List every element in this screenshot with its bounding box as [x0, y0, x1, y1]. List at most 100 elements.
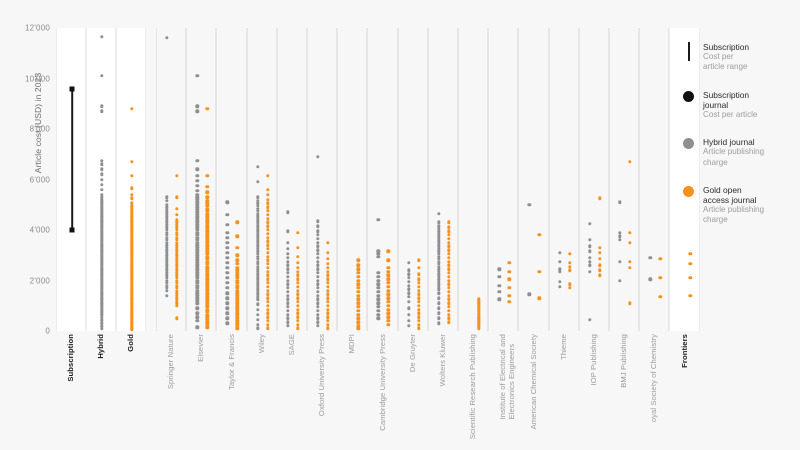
gold-oa-journal-point [326, 319, 330, 323]
gold-oa-journal-point [326, 269, 330, 274]
hybrid-journal-point [195, 109, 199, 114]
x-axis-label: MDPI [347, 334, 357, 354]
x-axis-label: Elsevier [196, 334, 206, 362]
hybrid-journal-point [557, 259, 562, 264]
hybrid-journal-point [255, 297, 260, 302]
hybrid-journal-point [406, 283, 411, 288]
gold-oa-journal-point [130, 186, 134, 191]
gold-oa-journal-point [296, 319, 300, 323]
hybrid-journal-point [648, 277, 652, 281]
y-axis-tick-label: 12'000 [25, 23, 50, 33]
hybrid-journal-point [255, 209, 260, 213]
hybrid-journal-point [618, 278, 622, 283]
hybrid-journal-point [497, 283, 501, 288]
gold-oa-journal-point [628, 230, 632, 235]
gold-oa-journal-point [235, 288, 240, 293]
gold-oa-journal-point [447, 233, 451, 237]
gold-oa-journal-point [175, 225, 179, 230]
hybrid-journal-point [588, 256, 592, 260]
gold-oa-journal-point [265, 247, 270, 251]
hybrid-journal-point [376, 312, 381, 317]
hybrid-journal-point [316, 290, 320, 294]
hybrid-journal-point [588, 263, 592, 268]
gold-oa-journal-point [265, 304, 270, 308]
gold-oa-journal-point [416, 326, 421, 331]
hybrid-journal-point [437, 311, 441, 316]
gold-oa-journal-point [235, 301, 240, 305]
gold-oa-journal-point [265, 273, 270, 278]
gold-oa-journal-point [235, 309, 240, 313]
gold-oa-journal-point [447, 259, 451, 264]
gold-oa-journal-point [356, 326, 360, 331]
legend-range-bar-icon [688, 42, 690, 61]
hybrid-journal-point [618, 230, 622, 235]
gold-oa-journal-point [326, 251, 330, 255]
plot-panel [669, 28, 700, 331]
gold-oa-journal-point [447, 256, 451, 260]
hybrid-journal-point [195, 276, 199, 280]
hybrid-journal-point [255, 269, 260, 274]
hybrid-journal-point [195, 243, 199, 247]
hybrid-journal-point [255, 317, 260, 322]
hybrid-journal-point [195, 258, 199, 262]
gold-oa-journal-point [386, 319, 391, 323]
gold-oa-journal-point [235, 326, 240, 331]
hybrid-journal-point [165, 256, 169, 260]
gold-oa-journal-point [507, 286, 511, 290]
hybrid-journal-point [316, 316, 320, 321]
hybrid-journal-point [100, 158, 104, 163]
hybrid-journal-point [588, 259, 592, 264]
gold-oa-journal-point [205, 307, 209, 312]
gold-oa-journal-point [205, 209, 209, 213]
hybrid-journal-point [437, 287, 441, 292]
gold-oa-journal-point [447, 278, 451, 283]
gold-oa-journal-point [265, 254, 270, 259]
gold-oa-journal-point [175, 220, 179, 225]
gold-oa-journal-point [205, 247, 209, 251]
gold-oa-journal-point [235, 278, 240, 283]
gold-oa-journal-point [416, 300, 421, 304]
hybrid-journal-point [316, 259, 320, 264]
gold-oa-journal-point [265, 266, 270, 270]
hybrid-journal-point [165, 220, 169, 225]
gold-oa-journal-point [175, 253, 179, 257]
hybrid-journal-point [286, 282, 290, 286]
hybrid-journal-point [437, 239, 441, 244]
hybrid-journal-point [437, 211, 441, 216]
gold-oa-journal-point [175, 240, 179, 245]
hybrid-journal-point [497, 275, 501, 279]
hybrid-journal-point [225, 311, 230, 316]
plot-panel [397, 28, 428, 331]
hybrid-journal-point [225, 306, 230, 310]
gold-oa-journal-point [296, 254, 300, 259]
hybrid-journal-point [255, 312, 260, 317]
legend-item: Subscription Cost per article range [681, 42, 793, 73]
hybrid-journal-point [286, 229, 290, 233]
gold-oa-journal-point [235, 304, 240, 308]
gold-oa-journal-point [130, 192, 134, 197]
hybrid-journal-point [195, 256, 199, 260]
gold-oa-journal-point [447, 275, 451, 279]
hybrid-journal-point [316, 301, 320, 305]
hybrid-journal-point [165, 215, 169, 220]
hybrid-journal-point [618, 200, 622, 204]
gold-oa-journal-point [416, 292, 421, 297]
hybrid-journal-point [437, 267, 441, 271]
gold-oa-journal-point [205, 287, 209, 292]
x-axis-label: Oxford University Press [317, 334, 327, 417]
hybrid-journal-point [225, 230, 230, 235]
hybrid-journal-point [255, 221, 260, 226]
hybrid-journal-point [195, 251, 199, 255]
hybrid-journal-point [437, 249, 441, 254]
gold-oa-journal-point [175, 256, 179, 260]
hybrid-journal-point [165, 286, 169, 290]
gold-oa-journal-point [447, 305, 451, 309]
x-axis-label: American Chemical Society [528, 334, 538, 430]
hybrid-journal-point [225, 200, 230, 204]
gold-oa-journal-point [175, 195, 179, 199]
hybrid-journal-point [376, 301, 381, 305]
hybrid-journal-point [195, 263, 199, 268]
gold-oa-journal-point [296, 230, 300, 235]
hybrid-journal-point [406, 295, 411, 299]
